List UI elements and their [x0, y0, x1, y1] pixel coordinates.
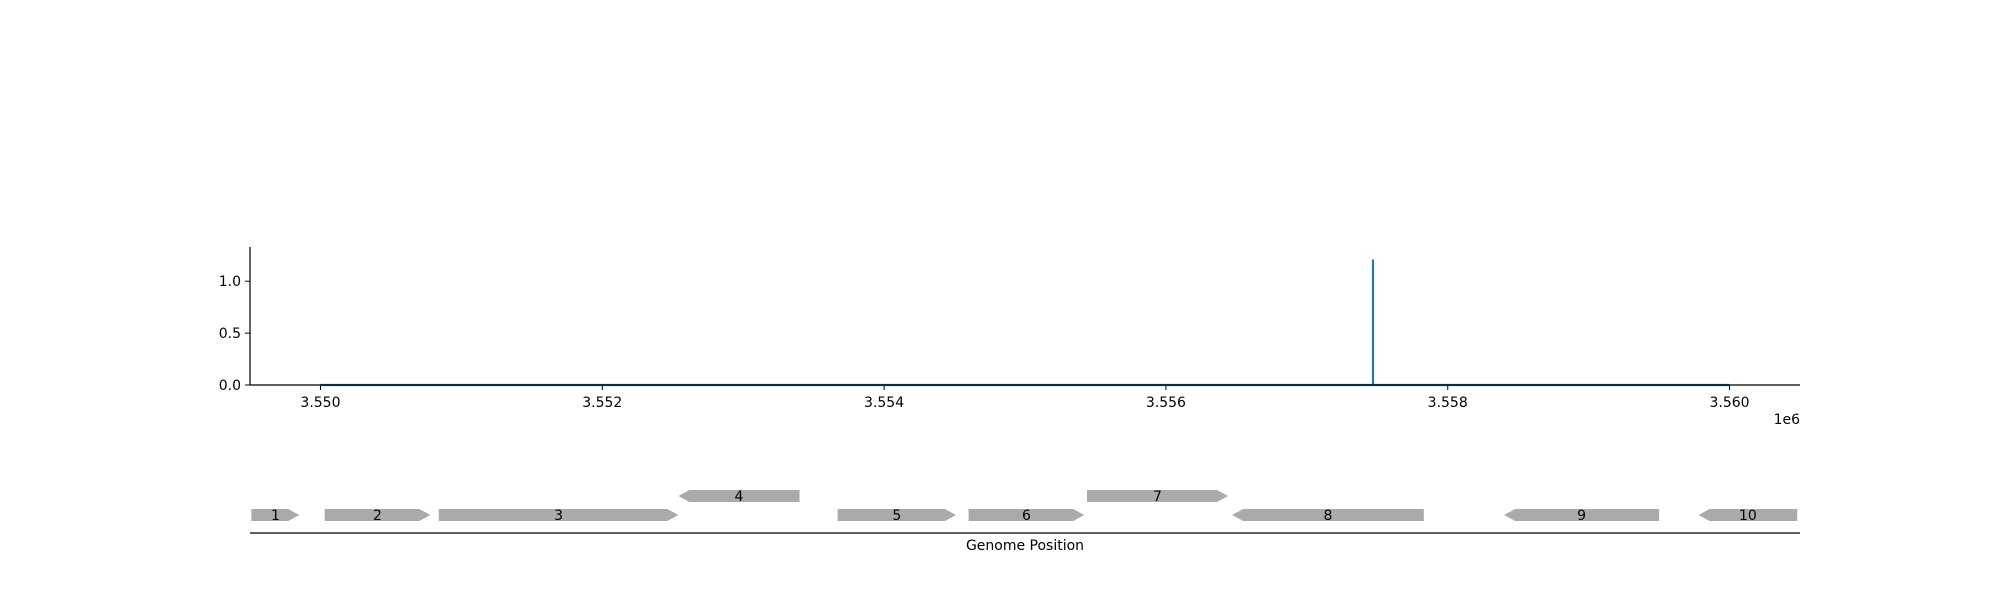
- x-tick-label: 3.560: [1709, 395, 1749, 411]
- series-line-1: [320, 259, 1730, 387]
- gene-feature-6: 6: [968, 508, 1085, 524]
- gene-label: 8: [1324, 508, 1333, 524]
- gene-track: 1 2 3 4 5 6 7 8 9 10 Genome Position: [250, 489, 1800, 554]
- x-tick-label: 3.554: [864, 395, 904, 411]
- gene-feature-8: 8: [1232, 508, 1424, 524]
- gene-feature-10: 10: [1698, 508, 1798, 524]
- gene-feature-3: 3: [438, 508, 679, 524]
- x-tick-label: 3.552: [582, 395, 622, 411]
- gene-arrow: [324, 509, 431, 521]
- x-tick-label: 3.550: [300, 395, 340, 411]
- gene-arrow: [678, 490, 800, 502]
- gene-feature-7: 7: [1087, 489, 1228, 505]
- gene-label: 5: [892, 508, 901, 524]
- y-axis-ticks: 0.0 0.5 1.0: [219, 274, 250, 394]
- y-tick-label: 0.0: [219, 378, 241, 394]
- gene-track-x-axis-label: Genome Position: [966, 538, 1084, 554]
- coverage-plot: 0.0 0.5 1.0 3.550 3.552 3.554 3.556 3.558 3.560…: [219, 247, 1800, 428]
- gene-label: 3: [554, 508, 563, 524]
- gene-arrow: [1087, 490, 1228, 502]
- gene-label: 9: [1577, 508, 1586, 524]
- gene-features: 1 2 3 4 5 6 7 8 9 10: [251, 489, 1798, 524]
- gene-label: 1: [271, 508, 280, 524]
- gene-feature-5: 5: [837, 508, 956, 524]
- gene-arrow: [968, 509, 1085, 521]
- gene-feature-4: 4: [678, 489, 800, 505]
- gene-label: 6: [1022, 508, 1031, 524]
- gene-arrow: [1232, 509, 1424, 521]
- gene-label: 2: [373, 508, 382, 524]
- y-tick-label: 0.5: [219, 326, 241, 342]
- y-tick-label: 1.0: [219, 274, 241, 290]
- x-tick-label: 3.556: [1146, 395, 1186, 411]
- series-group: [320, 259, 1730, 387]
- gene-label: 10: [1739, 508, 1757, 524]
- gene-arrow: [251, 509, 300, 521]
- gene-arrow: [837, 509, 956, 521]
- gene-label: 7: [1153, 489, 1162, 505]
- gene-feature-9: 9: [1504, 508, 1660, 524]
- gene-arrow: [438, 509, 679, 521]
- gene-arrow: [1698, 509, 1798, 521]
- gene-label: 4: [735, 489, 744, 505]
- gene-feature-1: 1: [251, 508, 300, 524]
- x-axis-offset-label: 1e6: [1774, 412, 1801, 428]
- x-axis-ticks: 3.550 3.552 3.554 3.556 3.558 3.560: [300, 385, 1750, 411]
- gene-feature-2: 2: [324, 508, 431, 524]
- gene-arrow: [1504, 509, 1660, 521]
- x-tick-label: 3.558: [1428, 395, 1468, 411]
